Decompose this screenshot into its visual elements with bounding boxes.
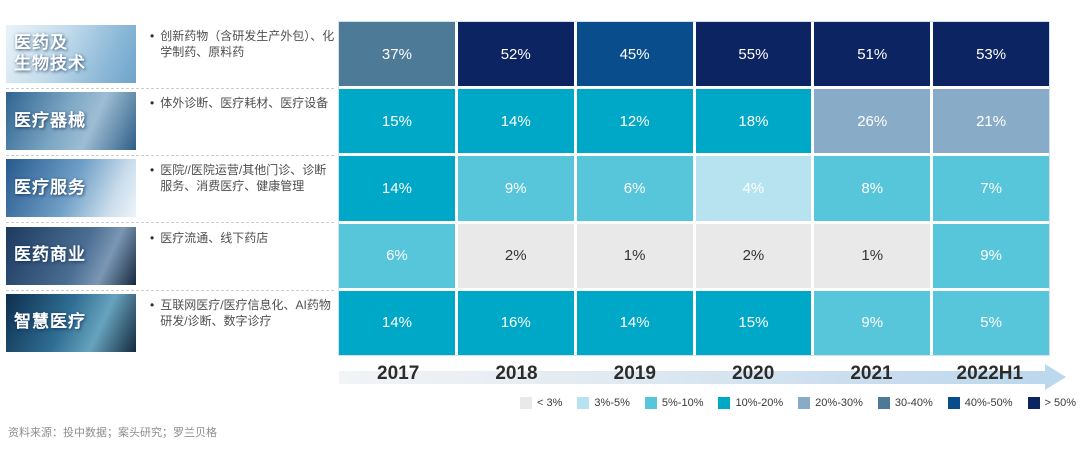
category-label: 医药及 生物技术: [14, 33, 86, 73]
category-label: 智慧医疗: [14, 312, 86, 332]
legend-label: < 3%: [537, 397, 563, 409]
heatmap-cell: 1%: [576, 223, 693, 288]
heatmap-cell: 2%: [457, 223, 574, 288]
heatmap-cell: 21%: [933, 89, 1049, 154]
legend-item: 10%-20%: [718, 397, 783, 409]
legend-item: 30-40%: [877, 397, 933, 409]
legend-item: < 3%: [520, 397, 562, 409]
heatmap-cell: 5%: [933, 290, 1049, 355]
year-axis: 2017 2018 2019 2020 2021 2022H1: [339, 363, 1049, 385]
heatmap-cell: 6%: [339, 223, 455, 288]
sidebar-category-row: 智慧医疗 • 互联网医疗/医疗信息化、AI药物研发/诊断、数字诊疗: [6, 291, 334, 355]
legend-label: 3%-5%: [594, 397, 630, 409]
source-note: 资料来源：投中数据；案头研究；罗兰贝格: [8, 427, 217, 439]
legend-swatch: [577, 397, 590, 409]
heatmap-cell: 15%: [695, 290, 812, 355]
legend-label: 40%-50%: [964, 397, 1013, 409]
legend-swatch: [947, 397, 960, 409]
heatmap-cell: 53%: [933, 22, 1049, 87]
legend-label: > 50%: [1044, 397, 1077, 409]
category-description-text: 创新药物（含研发生产外包）、化学制药、原料药: [160, 29, 335, 59]
heatmap-cell: 14%: [339, 290, 455, 355]
legend-label: 10%-20%: [735, 397, 784, 409]
category-image: 智慧医疗: [6, 293, 136, 352]
heatmap-cell: 45%: [576, 22, 693, 87]
category-description-text: 医院//医院运营/其他门诊、诊断服务、消费医疗、健康管理: [160, 163, 327, 194]
legend-item: 3%-5%: [577, 397, 630, 409]
legend-item: 20%-30%: [798, 397, 863, 409]
heatmap-cell: 12%: [576, 89, 693, 154]
category-description-text: 体外诊断、医疗耗材、医疗设备: [160, 96, 329, 111]
legend-label: 5%-10%: [661, 397, 704, 409]
heatmap-cell: 37%: [339, 22, 455, 87]
bullet-icon: •: [150, 163, 155, 178]
legend-item: 5%-10%: [644, 397, 704, 409]
legend-item: 40%-50%: [947, 397, 1013, 409]
year-label: 2019: [613, 363, 656, 384]
heatmap: 37% 52% 45% 55% 51% 53% 15% 14% 12% 18% 26% 21% 14% 9…: [338, 21, 1050, 356]
category-description: • 医疗流通、线下药店: [150, 231, 336, 247]
bullet-icon: •: [150, 230, 155, 245]
legend-swatch: [718, 397, 731, 409]
arrow-head-icon: [1045, 364, 1066, 390]
heatmap-cell: 14%: [457, 89, 574, 154]
legend-swatch: [644, 397, 657, 409]
sidebar-category-row: 医疗服务 • 医院//医院运营/其他门诊、诊断服务、消费医疗、健康管理: [6, 156, 336, 224]
sidebar-category-row: 医疗器械 • 体外诊断、医疗耗材、医疗设备: [6, 89, 336, 157]
category-description: • 体外诊断、医疗耗材、医疗设备: [150, 96, 336, 112]
category-description-text: 互联网医疗/医疗信息化、AI药物研发/诊断、数字诊疗: [160, 297, 331, 328]
legend-item: > 50%: [1027, 397, 1077, 409]
sidebar-category-row: 医药及 生物技术 • 创新药物（含研发生产外包）、化学制药、原料药: [6, 22, 336, 89]
heatmap-cell: 18%: [695, 89, 812, 154]
category-image: 医疗服务: [6, 159, 136, 218]
year-label: 2021: [850, 363, 893, 384]
heatmap-cell: 9%: [933, 223, 1049, 288]
category-image: 医疗器械: [6, 92, 136, 151]
legend-swatch: [1027, 397, 1040, 409]
year-label: 2022H1: [956, 363, 1024, 384]
category-description: • 医院//医院运营/其他门诊、诊断服务、消费医疗、健康管理: [150, 163, 336, 195]
bullet-icon: •: [150, 96, 155, 111]
heatmap-cell: 9%: [457, 156, 574, 221]
bullet-icon: •: [150, 29, 155, 43]
year-label: 2018: [495, 363, 538, 384]
heatmap-cell: 14%: [339, 156, 455, 221]
category-description: • 创新药物（含研发生产外包）、化学制药、原料药: [150, 29, 336, 61]
legend-label: 20%-30%: [815, 397, 863, 409]
legend-swatch: [798, 397, 811, 409]
timeline-arrow: [339, 371, 1045, 384]
category-description-text: 医疗流通、线下药店: [160, 230, 269, 245]
category-image: 医药商业: [6, 226, 136, 285]
heatmap-cell: 51%: [814, 22, 931, 87]
heatmap-cell: 8%: [814, 156, 931, 221]
year-label: 2017: [377, 363, 420, 384]
category-description: • 互联网医疗/医疗信息化、AI药物研发/诊断、数字诊疗: [150, 298, 336, 330]
heatmap-cell: 55%: [695, 22, 812, 87]
category-label: 医药商业: [14, 245, 86, 265]
category-sidebar: 医药及 生物技术 • 创新药物（含研发生产外包）、化学制药、原料药医疗器械 • 体外诊断、…: [0, 0, 336, 400]
year-label: 2020: [732, 363, 775, 384]
heatmap-cell: 4%: [695, 156, 812, 221]
category-label: 医疗器械: [14, 110, 86, 130]
category-image: 医药及 生物技术: [6, 25, 136, 83]
heatmap-cell: 26%: [814, 89, 931, 154]
heatmap-cell: 1%: [814, 223, 931, 288]
category-label: 医疗服务: [14, 178, 86, 198]
bullet-icon: •: [150, 297, 155, 312]
sidebar-category-row: 医药商业 • 医疗流通、线下药店: [6, 224, 336, 291]
heatmap-cell: 9%: [814, 290, 931, 355]
heatmap-cell: 15%: [339, 89, 455, 154]
heatmap-cell: 52%: [457, 22, 574, 87]
color-legend: < 3% 3%-5% 5%-10% 10%-20% 20%-30% 30-40% 40%-5…: [505, 397, 1076, 409]
heatmap-cell: 2%: [695, 223, 812, 288]
legend-swatch: [877, 397, 890, 409]
legend-swatch: [520, 397, 533, 409]
heatmap-cell: 6%: [576, 156, 693, 221]
heatmap-cell: 14%: [576, 290, 693, 355]
heatmap-cell: 16%: [457, 290, 574, 355]
legend-label: 30-40%: [894, 397, 933, 409]
heatmap-cell: 7%: [933, 156, 1049, 221]
